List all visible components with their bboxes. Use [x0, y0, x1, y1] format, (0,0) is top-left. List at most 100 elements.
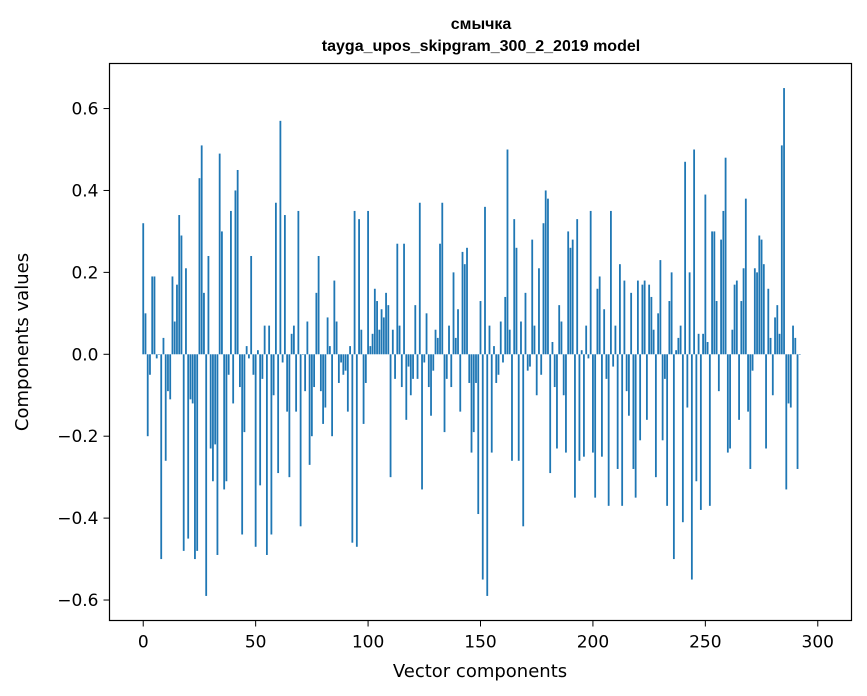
bar-245 — [693, 149, 696, 355]
bar-271 — [751, 354, 754, 371]
bar-55 — [265, 354, 268, 555]
bar-120 — [412, 354, 414, 379]
bar-32 — [214, 354, 217, 445]
bar-168 — [520, 321, 522, 355]
bar-35 — [221, 231, 223, 355]
bar-180 — [547, 198, 549, 355]
bar-257 — [720, 239, 722, 355]
bar-65 — [288, 354, 291, 478]
x-axis-label: Vector components — [393, 661, 567, 682]
bar-171 — [526, 354, 529, 371]
bar-221 — [639, 354, 642, 441]
bar-213 — [621, 354, 624, 506]
bar-80 — [322, 354, 325, 424]
bar-261 — [729, 354, 731, 449]
y-tick-label: −0.4 — [57, 509, 98, 529]
bar-290 — [794, 337, 797, 355]
bar-280 — [771, 354, 774, 396]
bar-188 — [565, 354, 567, 453]
bar-51 — [257, 350, 259, 355]
bar-29 — [207, 255, 210, 355]
bar-38 — [227, 354, 230, 375]
bar-114 — [398, 325, 401, 355]
bar-184 — [556, 354, 558, 449]
bar-119 — [409, 354, 412, 396]
bar-159 — [499, 321, 502, 355]
bar-177 — [540, 354, 543, 375]
bar-255 — [715, 301, 718, 355]
bar-182 — [551, 342, 554, 355]
bar-52 — [259, 354, 262, 486]
bar-17 — [180, 235, 183, 355]
bar-242 — [686, 354, 689, 408]
bar-279 — [769, 337, 772, 355]
bar-292 — [798, 354, 801, 355]
bar-27 — [203, 292, 205, 355]
bar-104 — [376, 301, 378, 355]
bar-232 — [663, 354, 666, 379]
bar-220 — [636, 280, 639, 355]
bar-202 — [596, 288, 599, 355]
bar-160 — [502, 354, 504, 363]
bar-100 — [367, 210, 369, 355]
bar-31 — [212, 354, 214, 482]
bar-196 — [583, 354, 585, 457]
bar-113 — [396, 243, 399, 355]
y-tick-label: 0.2 — [71, 263, 98, 283]
x-axis: 0 50 100 150 200 250 300 — [138, 620, 834, 653]
chart-subtitle: tayga_upos_skipgram_300_2_2019 model — [322, 38, 640, 55]
bar-272 — [753, 268, 756, 355]
bar-206 — [605, 354, 608, 379]
bar-189 — [567, 231, 570, 355]
bar-207 — [607, 354, 610, 506]
bar-82 — [326, 317, 329, 355]
x-tick-label: 100 — [352, 633, 384, 653]
bar-43 — [239, 354, 241, 388]
bar-175 — [535, 354, 538, 396]
bar-130 — [434, 329, 437, 355]
x-tick-label: 250 — [689, 633, 721, 653]
bar-93 — [351, 354, 354, 543]
bar-237 — [675, 350, 678, 355]
bar-146 — [470, 354, 473, 453]
bar-110 — [389, 354, 392, 478]
bar-234 — [668, 301, 671, 355]
bar-79 — [319, 354, 322, 392]
x-tick-label: 300 — [802, 633, 834, 653]
bar-20 — [187, 354, 190, 539]
y-tick-label: 0.6 — [71, 100, 98, 120]
bar-121 — [414, 305, 417, 355]
bar-132 — [439, 243, 441, 355]
bar-37 — [225, 354, 228, 482]
bar-276 — [762, 264, 765, 355]
bar-194 — [578, 354, 581, 461]
bar-154 — [488, 325, 491, 355]
bar-140 — [457, 309, 459, 355]
bar-54 — [263, 325, 266, 355]
bar-1 — [144, 313, 147, 355]
bar-269 — [747, 354, 749, 412]
bar-236 — [672, 354, 675, 560]
bar-13 — [171, 276, 174, 355]
bar-178 — [542, 223, 545, 355]
bar-36 — [223, 354, 226, 490]
bar-85 — [333, 280, 336, 355]
bar-287 — [787, 354, 790, 404]
bar-153 — [486, 354, 489, 596]
bar-241 — [684, 161, 687, 355]
bar-148 — [475, 354, 477, 383]
bar-0 — [142, 223, 145, 355]
bar-222 — [641, 284, 644, 355]
bar-256 — [717, 354, 720, 392]
bar-42 — [236, 169, 239, 355]
bar-167 — [517, 354, 520, 461]
bar-87 — [337, 354, 340, 383]
bar-227 — [652, 329, 655, 355]
bar-240 — [681, 354, 684, 523]
bar-246 — [695, 354, 698, 482]
bar-48 — [250, 255, 253, 355]
bar-103 — [373, 288, 376, 355]
bar-47 — [248, 354, 250, 359]
bar-41 — [234, 190, 237, 355]
bar-173 — [531, 239, 534, 355]
